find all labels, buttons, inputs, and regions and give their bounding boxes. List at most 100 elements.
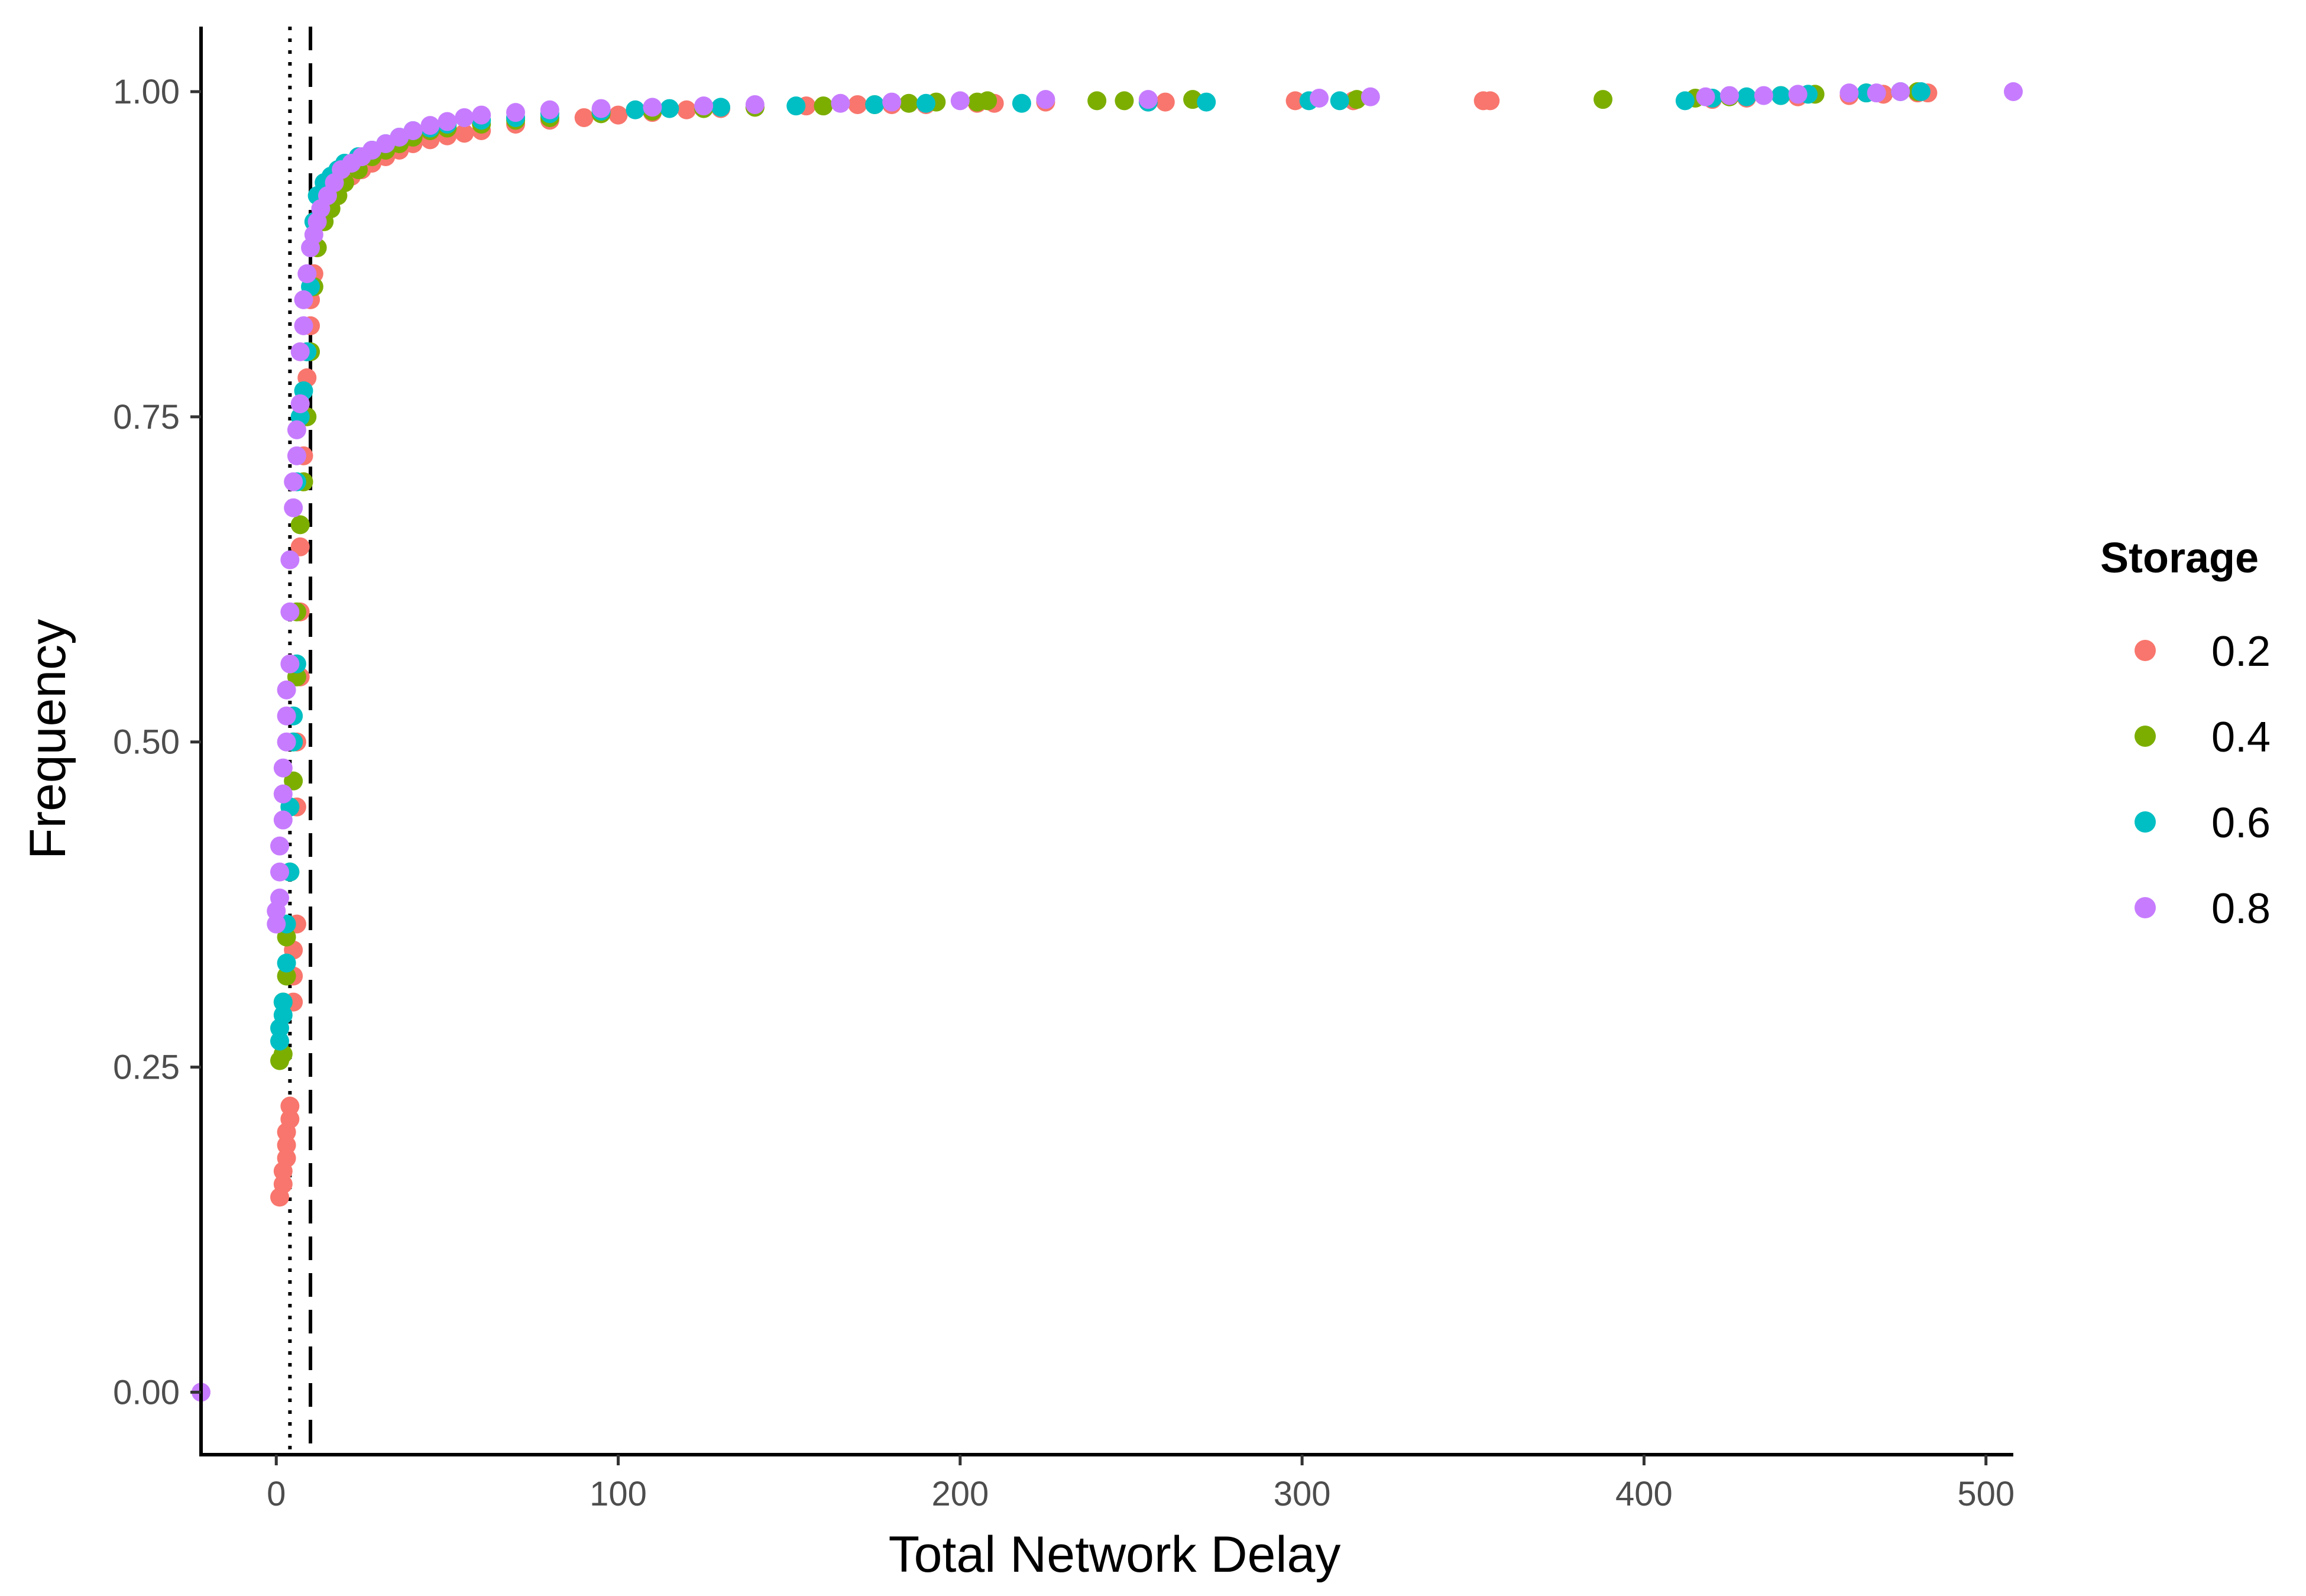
x-tick-label: 500: [1957, 1475, 2014, 1513]
x-tick-label: 300: [1274, 1475, 1331, 1513]
data-point: [1696, 87, 1715, 106]
data-point: [1197, 92, 1216, 112]
data-point: [277, 1148, 296, 1168]
y-axis-title: Frequency: [20, 619, 76, 859]
data-point: [882, 92, 902, 112]
legend-key: [2135, 726, 2156, 747]
legend-label: 0.4: [2211, 714, 2271, 761]
data-point: [277, 953, 296, 973]
data-point: [277, 706, 296, 726]
data-point: [1839, 83, 1859, 103]
x-tick-label: 200: [931, 1475, 989, 1513]
data-point: [848, 95, 867, 114]
data-point: [574, 108, 594, 127]
data-point: [608, 105, 628, 125]
data-point: [403, 121, 423, 140]
data-point: [591, 99, 611, 118]
data-point: [290, 394, 310, 413]
y-tick-label: 1.00: [113, 73, 180, 111]
legend-label: 0.2: [2211, 628, 2271, 675]
data-point: [916, 93, 935, 113]
legend-key: [2135, 897, 2156, 918]
data-point: [626, 100, 645, 119]
data-point: [1754, 86, 1773, 105]
data-point: [660, 99, 679, 118]
data-point: [540, 100, 559, 119]
legend-key: [2135, 811, 2156, 833]
data-point: [1310, 88, 1329, 108]
data-point: [277, 966, 296, 986]
data-point: [270, 1031, 290, 1051]
data-point: [294, 316, 313, 335]
data-point: [1285, 91, 1305, 111]
data-point: [438, 112, 457, 131]
data-point: [280, 654, 300, 674]
data-point: [1771, 86, 1790, 105]
data-point: [273, 1174, 293, 1194]
data-point: [284, 498, 303, 517]
data-point: [284, 472, 303, 491]
data-point: [1675, 91, 1695, 111]
data-point: [420, 116, 440, 135]
y-tick-label: 0.75: [113, 398, 180, 436]
data-point: [294, 290, 313, 309]
data-point: [694, 96, 714, 116]
data-point: [284, 771, 303, 791]
data-point: [899, 93, 919, 113]
data-point: [677, 100, 697, 119]
data-point: [1911, 82, 1931, 101]
data-point: [290, 537, 310, 556]
data-point: [280, 1109, 300, 1129]
data-point: [831, 93, 850, 113]
data-point: [1138, 90, 1158, 109]
data-point: [270, 836, 290, 856]
data-point: [273, 992, 293, 1012]
y-axis-ticks: 0.00 0.25 0.50 0.75 1.00: [113, 73, 201, 1412]
data-point: [1036, 90, 1055, 109]
y-tick-label: 0.25: [113, 1048, 180, 1087]
data-point: [865, 95, 885, 114]
data-point: [277, 927, 296, 947]
legend-title: Storage: [2100, 535, 2259, 582]
data-point: [455, 108, 474, 127]
data-point: [786, 96, 806, 116]
legend-key: [2135, 640, 2156, 661]
data-point: [1481, 91, 1500, 111]
legend: Storage 0.2 0.4 0.6 0.8: [2100, 535, 2271, 933]
data-point: [1891, 82, 1910, 101]
data-point: [1115, 91, 1134, 111]
data-point: [290, 342, 310, 361]
x-tick-label: 400: [1615, 1475, 1673, 1513]
data-point: [1720, 86, 1740, 105]
data-point: [1867, 83, 1886, 103]
x-tick-label: 0: [267, 1475, 286, 1513]
legend-label: 0.8: [2211, 885, 2271, 933]
data-point: [287, 420, 306, 439]
data-point: [1012, 93, 1031, 113]
data-point: [506, 103, 526, 122]
data-point: [280, 550, 300, 569]
data-point: [1737, 87, 1756, 106]
data-point: [277, 680, 296, 700]
data-point: [472, 105, 491, 125]
data-point: [643, 98, 662, 117]
data-point: [1594, 90, 1613, 109]
data-point: [1087, 91, 1107, 111]
reference-lines: [288, 27, 313, 1455]
data-point: [1330, 91, 1349, 111]
data-point: [290, 515, 310, 535]
x-tick-label: 100: [590, 1475, 647, 1513]
data-point: [273, 784, 293, 804]
data-point: [455, 124, 474, 143]
data-point: [267, 914, 286, 934]
data-point: [1788, 85, 1808, 104]
data-point: [2004, 82, 2023, 101]
data-point: [277, 732, 296, 752]
legend-label: 0.6: [2211, 799, 2271, 847]
x-axis-ticks: 0 100 200 300 400 500: [267, 1455, 2014, 1513]
data-point: [1155, 92, 1175, 112]
data-point: [270, 862, 290, 882]
data-point: [287, 446, 306, 465]
